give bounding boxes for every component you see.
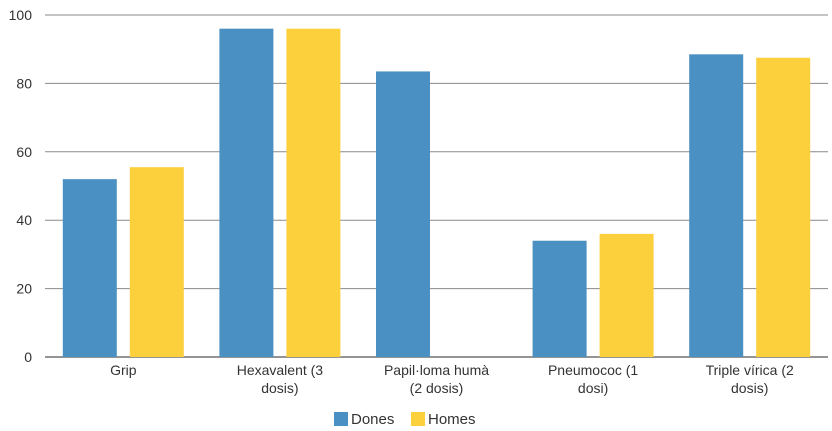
x-tick-label: dosis) [731, 380, 768, 396]
bar-dones-4 [689, 54, 744, 358]
x-tick-label: dosi) [578, 380, 608, 396]
y-tick-label: 40 [16, 212, 32, 228]
y-tick-label: 60 [16, 144, 32, 160]
bar-dones-3 [532, 240, 587, 357]
x-tick-label: (2 dosis) [410, 380, 464, 396]
legend-swatch-homes [411, 412, 425, 426]
bar-homes-0 [129, 167, 184, 357]
legend-label-dones: Dones [351, 411, 394, 428]
y-tick-label: 100 [9, 7, 33, 23]
y-tick-label: 0 [24, 349, 32, 365]
bar-homes-4 [756, 57, 811, 357]
legend-swatch-dones [334, 412, 348, 426]
y-tick-label: 80 [16, 75, 32, 91]
x-tick-label: dosis) [261, 380, 298, 396]
bar-dones-2 [376, 71, 430, 358]
bar-homes-1 [286, 28, 341, 358]
legend-label-homes: Homes [428, 411, 476, 428]
bar-dones-1 [219, 28, 274, 358]
x-tick-label: Hexavalent (3 [237, 362, 324, 378]
x-tick-label: Papil·loma humà [384, 362, 489, 378]
x-tick-label: Pneumococ (1 [548, 362, 638, 378]
y-tick-label: 20 [16, 281, 32, 297]
bar-homes-3 [599, 233, 654, 357]
bar-dones-0 [62, 179, 117, 357]
x-tick-label: Grip [110, 362, 137, 378]
x-tick-label: Triple vírica (2 [706, 362, 794, 378]
